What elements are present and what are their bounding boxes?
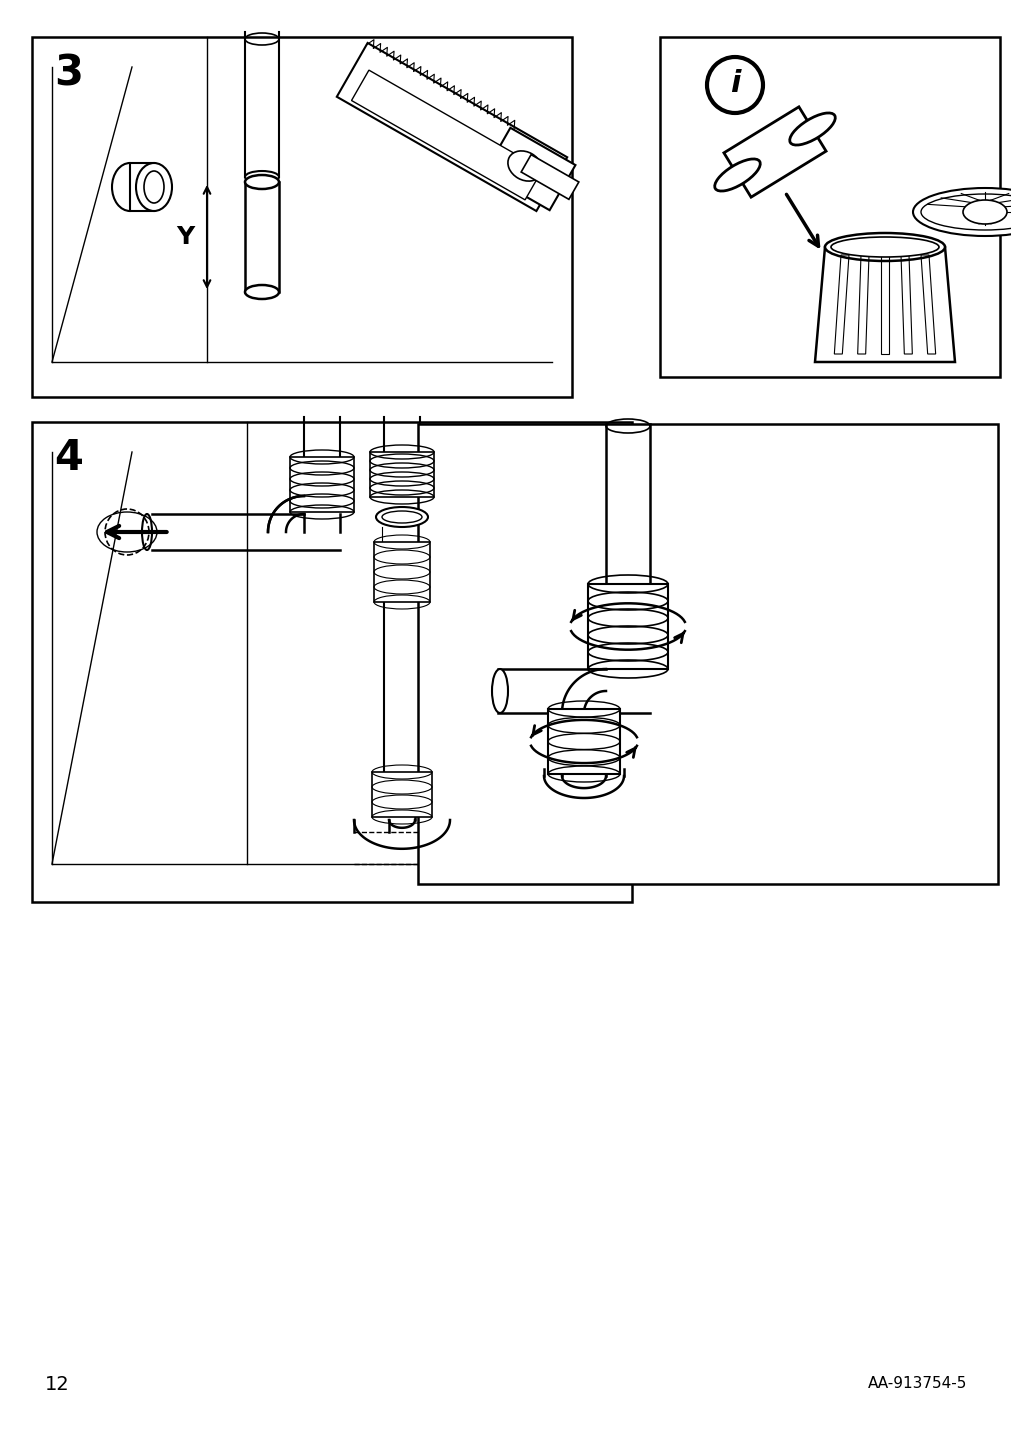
Text: Y: Y: [176, 225, 194, 249]
Ellipse shape: [789, 113, 834, 145]
Ellipse shape: [135, 163, 172, 211]
Ellipse shape: [824, 233, 944, 261]
Ellipse shape: [112, 163, 148, 211]
Ellipse shape: [491, 669, 508, 713]
Polygon shape: [814, 246, 954, 362]
Ellipse shape: [714, 159, 759, 190]
Text: 12: 12: [44, 1375, 70, 1393]
Text: AA-913754-5: AA-913754-5: [866, 1376, 967, 1392]
Polygon shape: [337, 43, 566, 211]
Ellipse shape: [912, 188, 1011, 236]
Bar: [32, 37, 571, 397]
Ellipse shape: [245, 285, 279, 299]
Polygon shape: [723, 107, 825, 198]
Bar: [418, 424, 997, 884]
Ellipse shape: [508, 150, 542, 180]
Polygon shape: [129, 163, 154, 211]
Polygon shape: [351, 70, 542, 200]
Polygon shape: [521, 155, 578, 199]
Bar: [372, 772, 432, 818]
Ellipse shape: [245, 170, 279, 183]
Text: 4: 4: [54, 437, 83, 478]
Bar: [659, 37, 999, 377]
Ellipse shape: [245, 175, 279, 189]
Bar: [548, 709, 620, 775]
Text: i: i: [729, 69, 739, 97]
Polygon shape: [484, 127, 575, 211]
Ellipse shape: [830, 238, 938, 256]
Bar: [587, 584, 667, 669]
Bar: [370, 453, 434, 497]
Bar: [290, 457, 354, 513]
Text: 3: 3: [54, 52, 83, 95]
Ellipse shape: [376, 507, 428, 527]
Bar: [32, 422, 632, 902]
Bar: [374, 541, 430, 601]
Ellipse shape: [962, 200, 1006, 223]
